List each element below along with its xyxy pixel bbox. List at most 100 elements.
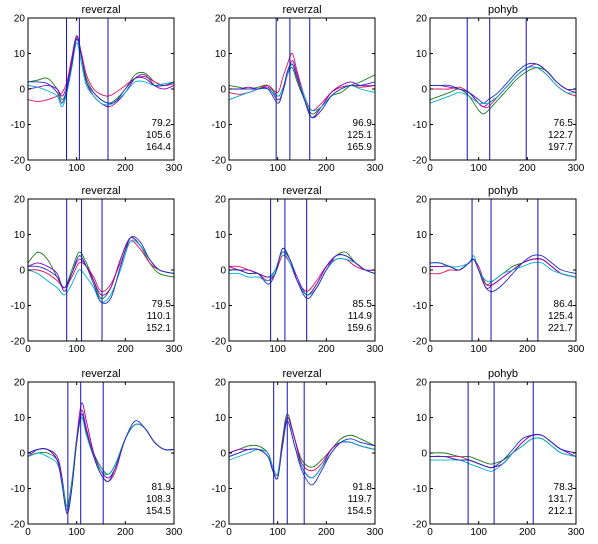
y-tick-label: -20 [413, 520, 428, 531]
series-group [28, 35, 174, 108]
x-tick-label: 0 [25, 344, 31, 355]
x-tick-label: 200 [117, 344, 134, 355]
latency-value-1: 79.5 [152, 299, 172, 310]
panel-1: reverzal 0 100 200 300 -20 -10 0 10 20 79.2105.616… [11, 4, 183, 174]
y-tick-label: -20 [11, 337, 26, 348]
y-tick-label: 20 [215, 378, 227, 389]
x-tick-label: 100 [68, 527, 85, 538]
x-tick-label: 200 [318, 344, 335, 355]
series-line-2 [430, 433, 576, 469]
series-line-5 [430, 434, 576, 469]
y-tick-label: 20 [416, 378, 428, 389]
panel-8: reverzal 0 100 200 300 -20 -10 0 10 20 91.8119.715… [212, 368, 384, 538]
y-tick-label: -20 [11, 156, 26, 167]
y-tick-label: 10 [416, 413, 428, 424]
latency-value-2: 108.3 [146, 494, 171, 505]
latency-value-2: 122.7 [548, 130, 573, 141]
panel-title: pohyb [488, 4, 518, 16]
series-line-5 [28, 38, 174, 104]
latency-value-1: 79.2 [152, 118, 172, 129]
x-tick-label: 0 [226, 344, 232, 355]
y-tick-label: 20 [215, 195, 227, 206]
y-tick-label: -10 [11, 301, 26, 312]
x-tick-label: 300 [166, 527, 183, 538]
x-tick-label: 300 [166, 163, 183, 174]
series-line-1 [430, 258, 576, 286]
latency-value-3: 164.4 [146, 142, 171, 153]
y-tick-label: 20 [14, 14, 26, 25]
y-tick-label: -10 [11, 120, 26, 131]
x-tick-label: 100 [68, 344, 85, 355]
panel-title: reverzal [282, 368, 321, 380]
y-tick-label: -10 [11, 484, 26, 495]
y-tick-label: 20 [215, 14, 227, 25]
y-tick-label: 0 [19, 85, 25, 96]
x-tick-label: 100 [269, 527, 286, 538]
latency-value-2: 110.1 [147, 311, 172, 322]
panel-title: pohyb [488, 368, 518, 380]
latency-value-3: 154.5 [347, 506, 372, 517]
y-tick-label: -20 [212, 156, 227, 167]
x-tick-label: 0 [226, 163, 232, 174]
panel-title: reverzal [81, 185, 120, 197]
y-tick-label: 0 [19, 449, 25, 460]
series-line-5 [430, 62, 576, 104]
latency-value-2: 119.7 [348, 494, 373, 505]
x-tick-label: 0 [25, 163, 31, 174]
panel-4: reverzal 0 100 200 300 -20 -10 0 10 20 79.5110.115… [11, 185, 183, 355]
series-line-5 [229, 247, 375, 299]
latency-value-2: 125.4 [548, 311, 573, 322]
y-tick-label: 10 [14, 413, 26, 424]
latency-value-2: 125.1 [347, 130, 372, 141]
x-tick-label: 0 [427, 344, 433, 355]
x-tick-label: 0 [427, 163, 433, 174]
y-tick-label: 20 [416, 195, 428, 206]
latency-value-3: 154.5 [146, 506, 171, 517]
y-tick-label: -20 [212, 520, 227, 531]
panel-title: reverzal [282, 185, 321, 197]
series-line-3 [229, 247, 375, 296]
y-tick-label: 0 [220, 449, 226, 460]
latency-value-3: 197.7 [548, 142, 573, 153]
series-group [28, 235, 174, 304]
series-line-2 [28, 240, 174, 292]
y-tick-label: -10 [212, 484, 227, 495]
latency-value-2: 131.7 [548, 494, 573, 505]
series-line-2 [28, 35, 174, 102]
x-tick-label: 200 [519, 344, 536, 355]
x-tick-label: 200 [318, 163, 335, 174]
y-tick-label: -10 [413, 484, 428, 495]
series-line-2 [430, 258, 576, 287]
y-tick-label: 20 [14, 378, 26, 389]
latency-value-1: 85.5 [353, 299, 373, 310]
series-group [430, 433, 576, 472]
y-tick-label: -20 [413, 337, 428, 348]
panel-7: reverzal 0 100 200 300 -20 -10 0 10 20 81.9108.315… [11, 368, 183, 538]
panel-title: reverzal [282, 4, 321, 16]
y-tick-label: 10 [215, 413, 227, 424]
x-tick-label: 300 [367, 163, 384, 174]
series-line-5 [229, 420, 375, 486]
y-tick-label: 0 [421, 449, 427, 460]
latency-value-1: 81.9 [152, 482, 172, 493]
y-tick-label: 20 [416, 14, 428, 25]
y-tick-label: -20 [11, 520, 26, 531]
series-group [430, 62, 576, 115]
latency-value-3: 212.1 [548, 506, 573, 517]
x-tick-label: 0 [427, 527, 433, 538]
y-tick-label: 0 [19, 266, 25, 277]
x-tick-label: 200 [318, 527, 335, 538]
x-tick-label: 200 [519, 527, 536, 538]
latency-value-1: 96.9 [353, 118, 373, 129]
series-group [229, 247, 375, 299]
x-tick-label: 0 [226, 527, 232, 538]
latency-value-1: 91.8 [353, 482, 373, 493]
series-line-4 [28, 42, 174, 108]
series-group [28, 402, 174, 514]
series-line-3 [28, 35, 174, 108]
panel-title: reverzal [81, 368, 120, 380]
series-group [430, 254, 576, 292]
x-tick-label: 100 [470, 163, 487, 174]
